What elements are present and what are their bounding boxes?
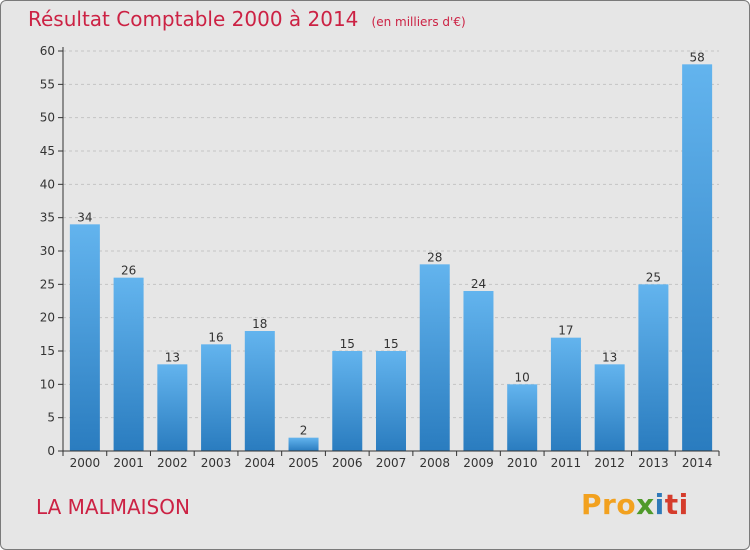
x-tick-label: 2014 (682, 456, 713, 470)
y-tick-label: 40 (40, 177, 55, 191)
bar-2007 (376, 351, 406, 451)
y-tick-label: 55 (40, 77, 55, 91)
data-label: 13 (602, 350, 617, 364)
bar-2008 (419, 264, 450, 451)
bar-2000 (69, 224, 100, 451)
bar-2005 (288, 437, 319, 451)
data-label: 15 (383, 337, 398, 351)
data-label: 2 (300, 424, 308, 438)
data-label: 26 (121, 264, 136, 278)
y-tick-label: 45 (40, 144, 55, 158)
y-tick-label: 20 (40, 311, 55, 325)
y-tick-label: 30 (40, 244, 55, 258)
data-label: 15 (340, 337, 355, 351)
x-tick-label: 2012 (594, 456, 625, 470)
y-tick-label: 25 (40, 277, 55, 291)
x-tick-label: 2008 (419, 456, 450, 470)
bar-2009 (463, 291, 494, 451)
x-tick-label: 2000 (70, 456, 101, 470)
data-label: 24 (471, 277, 486, 291)
bar-2011 (550, 337, 581, 451)
bar-2012 (594, 364, 625, 451)
x-tick-label: 2010 (507, 456, 538, 470)
x-tick-label: 2007 (376, 456, 407, 470)
bar-2010 (507, 384, 538, 451)
y-tick-label: 50 (40, 111, 55, 125)
chart-subtitle: (en milliers d'€) (371, 15, 466, 29)
y-tick-label: 0 (47, 444, 55, 458)
bar-2001 (113, 277, 144, 451)
x-tick-label: 2004 (245, 456, 276, 470)
y-tick-label: 60 (40, 44, 55, 58)
x-tick-label: 2006 (332, 456, 363, 470)
data-label: 34 (77, 210, 92, 224)
data-label: 25 (646, 270, 661, 284)
bar-2003 (201, 344, 232, 451)
y-tick-label: 5 (47, 411, 55, 425)
y-tick-label: 35 (40, 211, 55, 225)
x-tick-label: 2009 (463, 456, 494, 470)
bar-2013 (638, 284, 669, 451)
commune-name: LA MALMAISON (36, 495, 190, 519)
x-tick-label: 2003 (201, 456, 232, 470)
bar-2004 (244, 331, 275, 451)
bar-2006 (332, 351, 363, 451)
data-label: 28 (427, 250, 442, 264)
chart-title-text: Résultat Comptable 2000 à 2014 (28, 7, 359, 31)
data-label: 18 (252, 317, 267, 331)
data-label: 17 (558, 324, 573, 338)
y-tick-label: 10 (40, 377, 55, 391)
bar-2014 (682, 64, 713, 452)
chart-title: Résultat Comptable 2000 à 2014 (en milli… (28, 7, 466, 31)
data-label: 16 (208, 330, 223, 344)
x-tick-label: 2011 (551, 456, 582, 470)
x-tick-label: 2001 (113, 456, 144, 470)
x-tick-label: 2005 (288, 456, 319, 470)
proxiti-logo: Proxiti (581, 488, 689, 521)
data-label: 10 (515, 370, 530, 384)
data-label: 13 (165, 350, 180, 364)
y-tick-label: 15 (40, 344, 55, 358)
x-tick-label: 2013 (638, 456, 669, 470)
x-tick-label: 2002 (157, 456, 188, 470)
bar-2002 (157, 364, 188, 451)
data-label: 58 (689, 50, 704, 64)
